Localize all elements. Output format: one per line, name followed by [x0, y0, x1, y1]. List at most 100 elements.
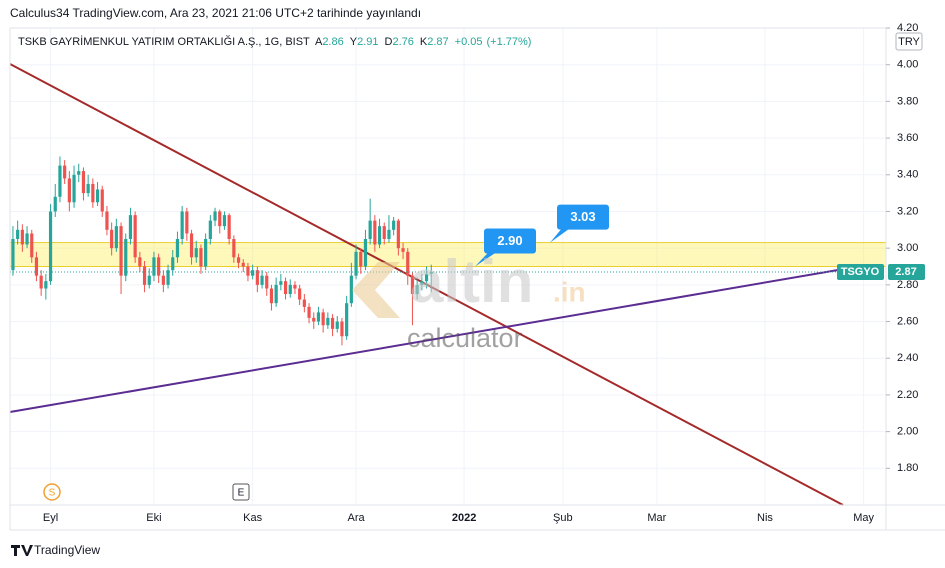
legend-change-pct: (+1.77%) [486, 36, 531, 48]
candle-body [39, 275, 43, 289]
candle-body [63, 165, 67, 179]
candle-body [189, 233, 194, 258]
x-tick-label: 2022 [452, 512, 476, 524]
y-tick-label: 2.60 [897, 315, 918, 327]
candle-body [227, 215, 231, 239]
candle-body [25, 233, 29, 245]
candle-body [91, 183, 95, 203]
legend-change: +0.05 [455, 36, 483, 48]
legend-low: 2.76 [392, 36, 413, 48]
candles [10, 156, 886, 346]
x-tick-label: Mar [647, 512, 666, 524]
callout-box [484, 228, 536, 254]
candle-body [67, 178, 71, 203]
candle-body [44, 281, 48, 289]
x-tick-label: Eki [146, 512, 161, 524]
candle-body [147, 275, 151, 285]
axes: 4.20 4.00 3.80 3.60 3.40 3.20 3.00 2.80 2.60 2.40… [43, 22, 925, 524]
x-tick-label: Şub [553, 512, 573, 524]
candle-body [152, 257, 156, 276]
legend: TSKB GAYRİMENKUL YATIRIM ORTAKLIĞI A.Ş.,… [18, 35, 531, 48]
ticker-label: TSGYO [841, 266, 880, 278]
candle-body [11, 238, 15, 271]
candle-body [302, 299, 306, 307]
x-tick-label: May [853, 512, 874, 524]
candle-body [86, 183, 90, 194]
candle-body [166, 270, 170, 285]
candle-body [274, 284, 278, 304]
candle-body [114, 226, 118, 249]
candle-body [260, 275, 264, 285]
currency: TRY [898, 36, 920, 48]
candle-body [222, 215, 227, 227]
legend-close: 2.87 [427, 36, 448, 48]
candle-body [345, 303, 349, 337]
candle-body [283, 281, 288, 295]
candle-body [20, 229, 24, 245]
candle-body [30, 233, 34, 258]
candle-body [382, 226, 386, 239]
candle-body [359, 251, 363, 267]
event-icon[interactable] [43, 483, 61, 501]
candle-body [128, 215, 133, 239]
x-tick-label: Kas [243, 512, 262, 524]
event-icon[interactable] [232, 483, 250, 501]
candle-body [335, 321, 339, 329]
trend-line-purple [9, 269, 839, 413]
y-tick-label: 3.20 [897, 205, 918, 217]
candle-body [293, 284, 297, 289]
candle-body [208, 220, 212, 239]
symbol: TSKB GAYRİMENKUL YATIRIM ORTAKLIĞI A.Ş.,… [18, 35, 310, 48]
y-tick-label: 3.60 [897, 132, 918, 144]
event-label: E [238, 488, 245, 499]
candle-body [316, 312, 321, 322]
candle-body [321, 312, 325, 326]
last-price-box [888, 264, 925, 281]
y-tick-label: 1.80 [897, 462, 918, 474]
legend-high: 2.91 [357, 36, 378, 48]
zone-layer: 2.90 3.03 [9, 204, 887, 267]
candle-body [255, 270, 259, 285]
x-tick-label: Nis [757, 512, 773, 524]
ticker-box [837, 264, 884, 281]
candle-body [34, 257, 39, 276]
candle-body [330, 317, 335, 329]
candle-body [265, 275, 269, 289]
candle-body [175, 238, 180, 258]
candle-body [119, 226, 123, 276]
y-tick-label: 3.80 [897, 95, 918, 107]
candle-body [246, 266, 250, 276]
candle-body [241, 262, 245, 267]
y-tick-label: 2.80 [897, 279, 918, 291]
candle-body [72, 174, 76, 203]
candle-body [180, 211, 184, 239]
candle-body [236, 257, 241, 263]
candle-body [340, 321, 344, 337]
y-tick-label: 3.00 [897, 242, 918, 254]
candle-body [161, 275, 165, 285]
currency-box [895, 32, 923, 51]
candle-body [326, 317, 330, 326]
candle-body [354, 251, 358, 276]
candle-body [396, 220, 400, 249]
candle-body [204, 238, 208, 267]
candle-body [100, 189, 104, 212]
candle-body [406, 251, 410, 276]
candle-body [48, 211, 53, 282]
legend-prefix: K [420, 36, 428, 48]
x-tick-label: Eyl [43, 512, 58, 524]
y-tick-label: 4.20 [897, 22, 918, 34]
candle-body [307, 306, 311, 318]
legend-prefix: Y [350, 36, 358, 48]
y-tick-label: 4.00 [897, 59, 918, 71]
x-tick-label: Ara [347, 512, 365, 524]
candle-body [424, 273, 429, 282]
candle-body [157, 257, 161, 276]
candle-body [95, 189, 100, 203]
watermark-logo [352, 262, 400, 318]
watermark-text: altin [410, 248, 533, 315]
candle-body [279, 281, 283, 285]
footer: TradingView [34, 543, 100, 557]
